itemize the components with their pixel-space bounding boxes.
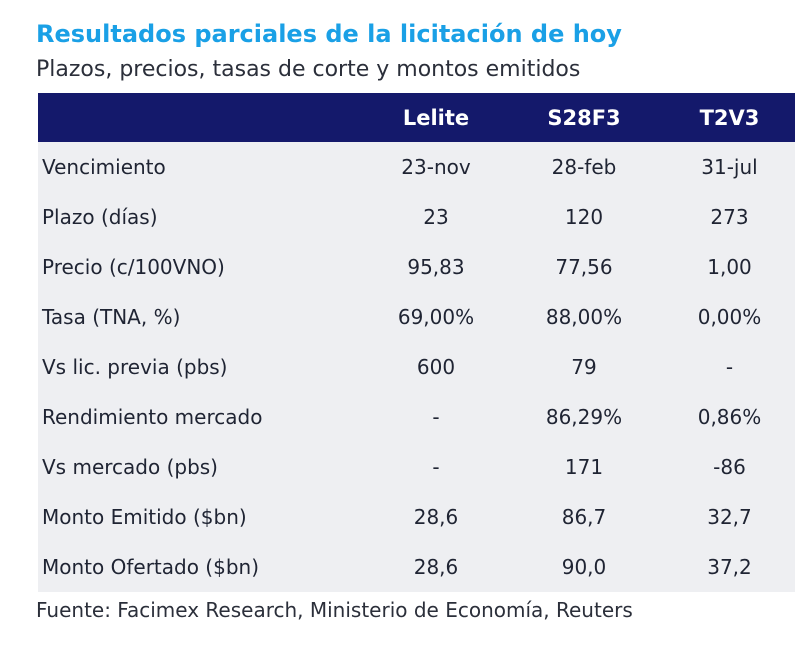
row-label: Monto Emitido ($bn): [42, 505, 247, 529]
table-cell: 23: [423, 205, 449, 229]
table-cell: 90,0: [561, 555, 607, 579]
table-cell: -86: [713, 455, 746, 479]
table-cell: -: [432, 455, 440, 479]
table-cell: 86,29%: [545, 405, 623, 429]
table-cell: 32,7: [707, 505, 752, 529]
row-label: Monto Ofertado ($bn): [42, 555, 260, 579]
table-cell: 77,56: [555, 255, 613, 279]
page-title: Resultados parciales de la licitación de…: [36, 20, 622, 48]
row-label: Vencimiento: [42, 155, 166, 179]
table-row: Plazo (días) 23 120 273: [38, 192, 795, 242]
table-cell: 79: [571, 355, 597, 379]
table-row: Monto Emitido ($bn) 28,6 86,7 32,7: [38, 492, 795, 542]
table-cell: 0,00%: [697, 305, 762, 329]
table-cell: 88,00%: [545, 305, 623, 329]
source-footnote: Fuente: Facimex Research, Ministerio de …: [36, 598, 633, 622]
row-label: Precio (c/100VNO): [42, 255, 225, 279]
table-cell: 273: [710, 205, 749, 229]
row-label: Vs lic. previa (pbs): [42, 355, 228, 379]
table-cell: 28,6: [413, 505, 459, 529]
table-cell: 0,86%: [697, 405, 762, 429]
header-cell-empty: [38, 93, 368, 142]
table-row: Precio (c/100VNO) 95,83 77,56 1,00: [38, 242, 795, 292]
table-cell: 95,83: [407, 255, 465, 279]
header-cell-t2v3: T2V3: [699, 105, 760, 130]
table-cell: -: [432, 405, 440, 429]
table-cell: 69,00%: [397, 305, 475, 329]
table-cell: 171: [564, 455, 604, 479]
table-cell: 37,2: [707, 555, 752, 579]
table-cell: 86,7: [561, 505, 607, 529]
results-table: Lelite S28F3 T2V3 Vencimiento 23-nov 28-…: [38, 93, 795, 592]
table-cell: 23-nov: [401, 155, 471, 179]
table-row: Tasa (TNA, %) 69,00% 88,00% 0,00%: [38, 292, 795, 342]
table-cell: 1,00: [707, 255, 752, 279]
table-header-row: Lelite S28F3 T2V3: [38, 93, 795, 142]
table-row: Rendimiento mercado - 86,29% 0,86%: [38, 392, 795, 442]
row-label: Tasa (TNA, %): [42, 305, 181, 329]
table-row: Vs mercado (pbs) - 171 -86: [38, 442, 795, 492]
row-label: Vs mercado (pbs): [42, 455, 218, 479]
page-subtitle: Plazos, precios, tasas de corte y montos…: [36, 57, 581, 82]
table-cell: 600: [416, 355, 456, 379]
table-cell: -: [725, 355, 734, 379]
table-cell: 28,6: [413, 555, 459, 579]
table-cell: 28-feb: [551, 155, 617, 179]
header-cell-lelite: Lelite: [402, 105, 470, 130]
header-cell-s28f3: S28F3: [547, 105, 621, 130]
table-row: Monto Ofertado ($bn) 28,6 90,0 37,2: [38, 542, 795, 592]
row-label: Rendimiento mercado: [42, 405, 263, 429]
table-row: Vencimiento 23-nov 28-feb 31-jul: [38, 142, 795, 192]
table-cell: 31-jul: [701, 155, 758, 179]
table-cell: 120: [564, 205, 604, 229]
row-label: Plazo (días): [42, 205, 158, 229]
table-row: Vs lic. previa (pbs) 600 79 -: [38, 342, 795, 392]
